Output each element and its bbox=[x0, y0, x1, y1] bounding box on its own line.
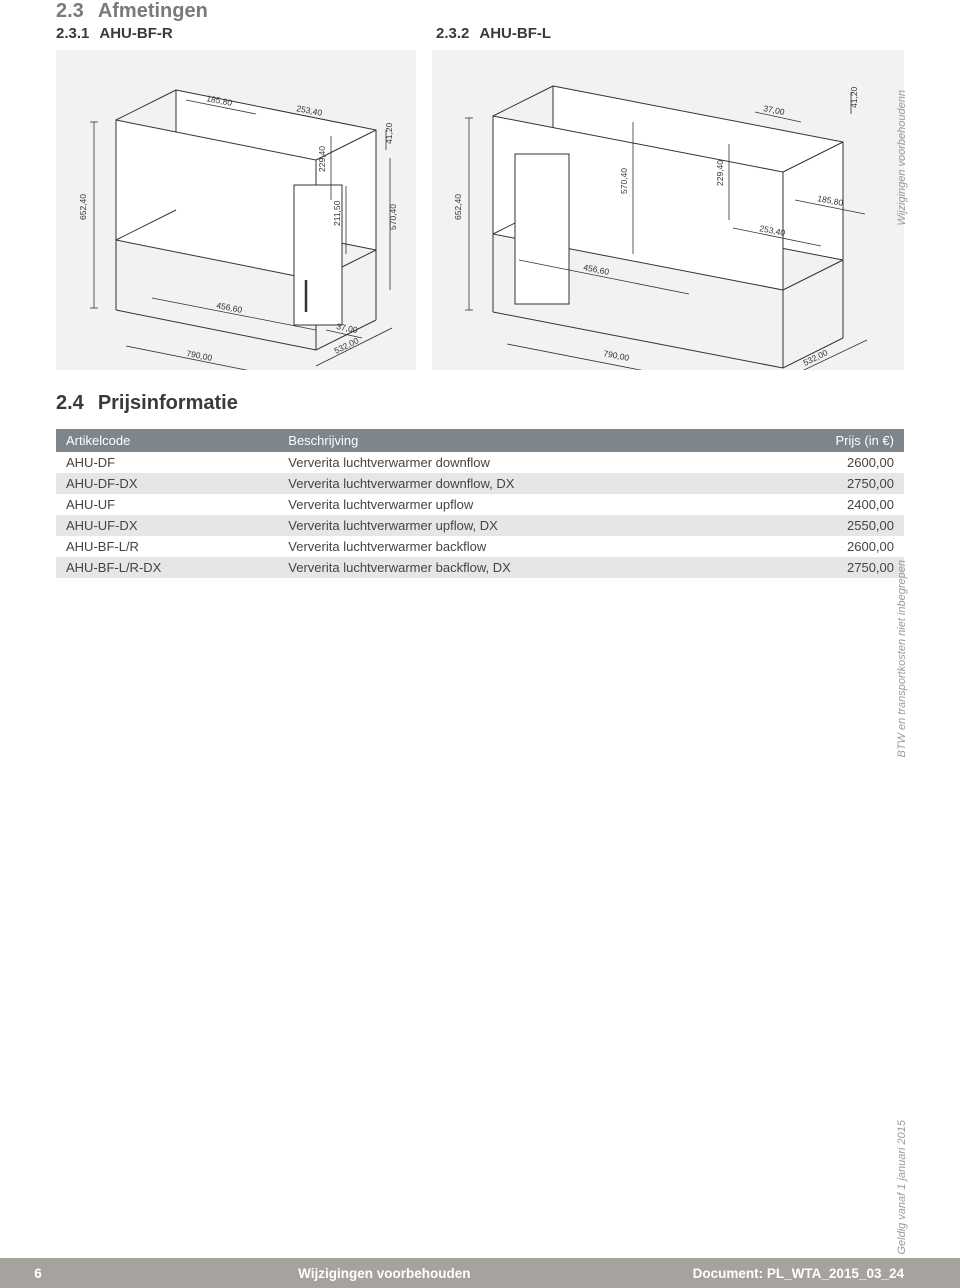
cell-desc: Ververita luchtverwarmer backflow, DX bbox=[278, 557, 752, 578]
dim-41: 41,20 bbox=[384, 122, 394, 144]
cell-price: 2600,00 bbox=[753, 452, 904, 473]
dim-652: 652,40 bbox=[78, 194, 88, 220]
prijs-label: Prijsinformatie bbox=[98, 392, 238, 414]
table-row: AHU-UF-DX Ververita luchtverwarmer upflo… bbox=[56, 515, 904, 536]
dim-r-41: 41,20 bbox=[849, 86, 859, 108]
prijs-num: 2.4 bbox=[56, 392, 84, 414]
section-label: Afmetingen bbox=[98, 0, 208, 22]
sub-right-num: 2.3.2 bbox=[436, 25, 469, 42]
cell-code: AHU-UF bbox=[56, 494, 278, 515]
diagram-ahu-bf-r: 652,40 185,80 253,40 229,40 41,20 211,50… bbox=[56, 50, 416, 370]
diagram-row: 652,40 185,80 253,40 229,40 41,20 211,50… bbox=[56, 50, 904, 370]
dim-r-37: 37,00 bbox=[763, 103, 786, 117]
cell-desc: Ververita luchtverwarmer upflow, DX bbox=[278, 515, 752, 536]
dim-r-790: 790,00 bbox=[603, 348, 631, 363]
dim-532: 532,00 bbox=[332, 335, 360, 356]
dim-r-456: 456,60 bbox=[583, 262, 611, 277]
sidenote-mid: BTW en transportkosten niet inbegrepen bbox=[896, 560, 908, 758]
pricing-header-row: Artikelcode Beschrijving Prijs (in €) bbox=[56, 429, 904, 452]
col-artikelcode: Artikelcode bbox=[56, 429, 278, 452]
diagram-ahu-bf-l: 652,40 41,20 37,00 570,40 229,40 456,60 … bbox=[432, 50, 904, 370]
cell-code: AHU-DF-DX bbox=[56, 473, 278, 494]
cell-code: AHU-BF-L/R bbox=[56, 536, 278, 557]
page-footer: 6 Wijzigingen voorbehouden Document: PL_… bbox=[0, 1258, 960, 1288]
cell-desc: Ververita luchtverwarmer downflow, DX bbox=[278, 473, 752, 494]
table-row: AHU-UF Ververita luchtverwarmer upflow 2… bbox=[56, 494, 904, 515]
cell-price: 2400,00 bbox=[753, 494, 904, 515]
sidenote-bottom: Geldig vanaf 1 januari 2015 bbox=[896, 1120, 908, 1255]
cell-desc: Ververita luchtverwarmer upflow bbox=[278, 494, 752, 515]
footer-page-number: 6 bbox=[0, 1266, 76, 1281]
cell-code: AHU-DF bbox=[56, 452, 278, 473]
col-prijs: Prijs (in €) bbox=[753, 429, 904, 452]
section-prijs-title: 2.4 Prijsinformatie bbox=[56, 392, 904, 415]
sub-left-label: AHU-BF-R bbox=[99, 25, 172, 42]
table-row: AHU-BF-L/R-DX Ververita luchtverwarmer b… bbox=[56, 557, 904, 578]
dim-229: 229,40 bbox=[317, 146, 327, 172]
pricing-table: Artikelcode Beschrijving Prijs (in €) AH… bbox=[56, 429, 904, 578]
dim-r-570: 570,40 bbox=[619, 168, 629, 194]
sub-right-label: AHU-BF-L bbox=[479, 25, 551, 42]
cell-price: 2750,00 bbox=[753, 557, 904, 578]
cell-code: AHU-UF-DX bbox=[56, 515, 278, 536]
dim-570: 570,40 bbox=[388, 204, 398, 230]
section-afmetingen-title: 2.3 Afmetingen bbox=[56, 0, 904, 23]
table-row: AHU-BF-L/R Ververita luchtverwarmer back… bbox=[56, 536, 904, 557]
cell-desc: Ververita luchtverwarmer downflow bbox=[278, 452, 752, 473]
footer-document-id: Document: PL_WTA_2015_03_24 bbox=[693, 1266, 960, 1281]
cell-price: 2600,00 bbox=[753, 536, 904, 557]
sub-left-num: 2.3.1 bbox=[56, 25, 89, 42]
cell-price: 2550,00 bbox=[753, 515, 904, 536]
table-row: AHU-DF Ververita luchtverwarmer downflow… bbox=[56, 452, 904, 473]
dim-r-229: 229,40 bbox=[715, 160, 725, 186]
dim-r-652: 652,40 bbox=[453, 194, 463, 220]
dim-211: 211,50 bbox=[332, 200, 342, 226]
subheading-row: 2.3.1 AHU-BF-R 2.3.2 AHU-BF-L bbox=[56, 25, 904, 42]
section-num: 2.3 bbox=[56, 0, 84, 22]
cell-desc: Ververita luchtverwarmer backflow bbox=[278, 536, 752, 557]
cell-code: AHU-BF-L/R-DX bbox=[56, 557, 278, 578]
sidenote-top: Wijzigingen voorbehoudenn bbox=[896, 90, 908, 226]
col-beschrijving: Beschrijving bbox=[278, 429, 752, 452]
table-row: AHU-DF-DX Ververita luchtverwarmer downf… bbox=[56, 473, 904, 494]
cell-price: 2750,00 bbox=[753, 473, 904, 494]
footer-center-text: Wijzigingen voorbehouden bbox=[76, 1266, 693, 1281]
